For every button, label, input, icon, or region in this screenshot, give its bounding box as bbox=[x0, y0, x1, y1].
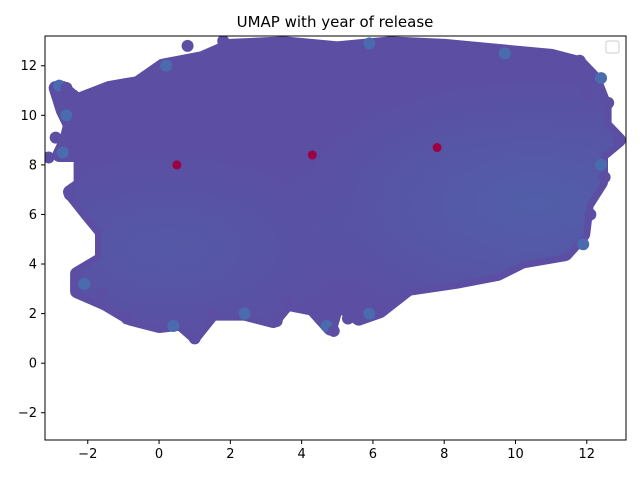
data-point bbox=[341, 312, 354, 325]
data-point bbox=[238, 307, 251, 320]
data-point bbox=[281, 295, 294, 308]
x-tick-label: 2 bbox=[226, 447, 234, 462]
data-point bbox=[363, 307, 376, 320]
legend bbox=[605, 40, 620, 54]
x-tick-label: 8 bbox=[440, 447, 448, 462]
data-point bbox=[498, 47, 511, 60]
y-tick-label: 10 bbox=[20, 109, 37, 124]
data-point bbox=[96, 287, 109, 300]
outlier-point bbox=[307, 150, 317, 160]
data-point bbox=[270, 315, 283, 328]
outlier-point bbox=[172, 160, 182, 170]
data-point bbox=[363, 37, 376, 50]
data-point bbox=[445, 39, 458, 52]
data-point bbox=[580, 89, 593, 102]
legend-box bbox=[605, 40, 620, 54]
plot-area bbox=[45, 36, 626, 345]
data-point bbox=[181, 39, 194, 52]
data-point bbox=[584, 208, 597, 221]
point-cloud-tint-left bbox=[55, 43, 619, 336]
x-tick-label: 10 bbox=[507, 447, 524, 462]
data-point bbox=[612, 134, 625, 147]
x-axis: −2 0 2 4 6 8 10 12 bbox=[78, 440, 595, 462]
data-point bbox=[602, 96, 615, 109]
data-point bbox=[60, 82, 73, 95]
data-point bbox=[49, 131, 62, 144]
y-tick-label: −2 bbox=[18, 406, 37, 421]
data-point bbox=[63, 188, 76, 201]
outlier-point bbox=[432, 143, 442, 153]
y-tick-label: 12 bbox=[20, 59, 37, 74]
data-point bbox=[206, 307, 219, 320]
data-point bbox=[595, 158, 608, 171]
data-point bbox=[598, 171, 611, 184]
data-point bbox=[78, 277, 91, 290]
x-tick-label: 4 bbox=[297, 447, 305, 462]
data-point bbox=[527, 52, 540, 65]
data-point bbox=[160, 59, 173, 72]
data-point bbox=[60, 109, 73, 122]
data-point bbox=[577, 238, 590, 251]
data-point bbox=[56, 146, 69, 159]
data-point bbox=[188, 332, 201, 345]
y-tick-label: 2 bbox=[29, 307, 37, 322]
data-point bbox=[110, 82, 123, 95]
data-point bbox=[167, 319, 180, 332]
data-point bbox=[45, 151, 55, 164]
x-tick-label: −2 bbox=[78, 447, 97, 462]
x-tick-label: 12 bbox=[579, 447, 596, 462]
y-tick-label: 4 bbox=[29, 258, 37, 273]
data-point bbox=[327, 324, 340, 337]
y-tick-label: 6 bbox=[29, 208, 37, 223]
chart-title: UMAP with year of release bbox=[237, 13, 434, 31]
plot-frame bbox=[44, 35, 627, 441]
data-point bbox=[67, 89, 80, 102]
data-point bbox=[573, 54, 586, 67]
x-tick-label: 0 bbox=[155, 447, 163, 462]
data-point bbox=[71, 267, 84, 280]
y-axis: −2 0 2 4 6 8 10 12 bbox=[18, 59, 45, 421]
data-point bbox=[217, 36, 230, 47]
y-tick-label: 8 bbox=[29, 158, 37, 173]
data-point bbox=[120, 312, 133, 325]
data-point bbox=[595, 72, 608, 85]
y-tick-label: 0 bbox=[29, 357, 37, 372]
data-point bbox=[277, 39, 290, 52]
x-tick-label: 6 bbox=[369, 447, 377, 462]
